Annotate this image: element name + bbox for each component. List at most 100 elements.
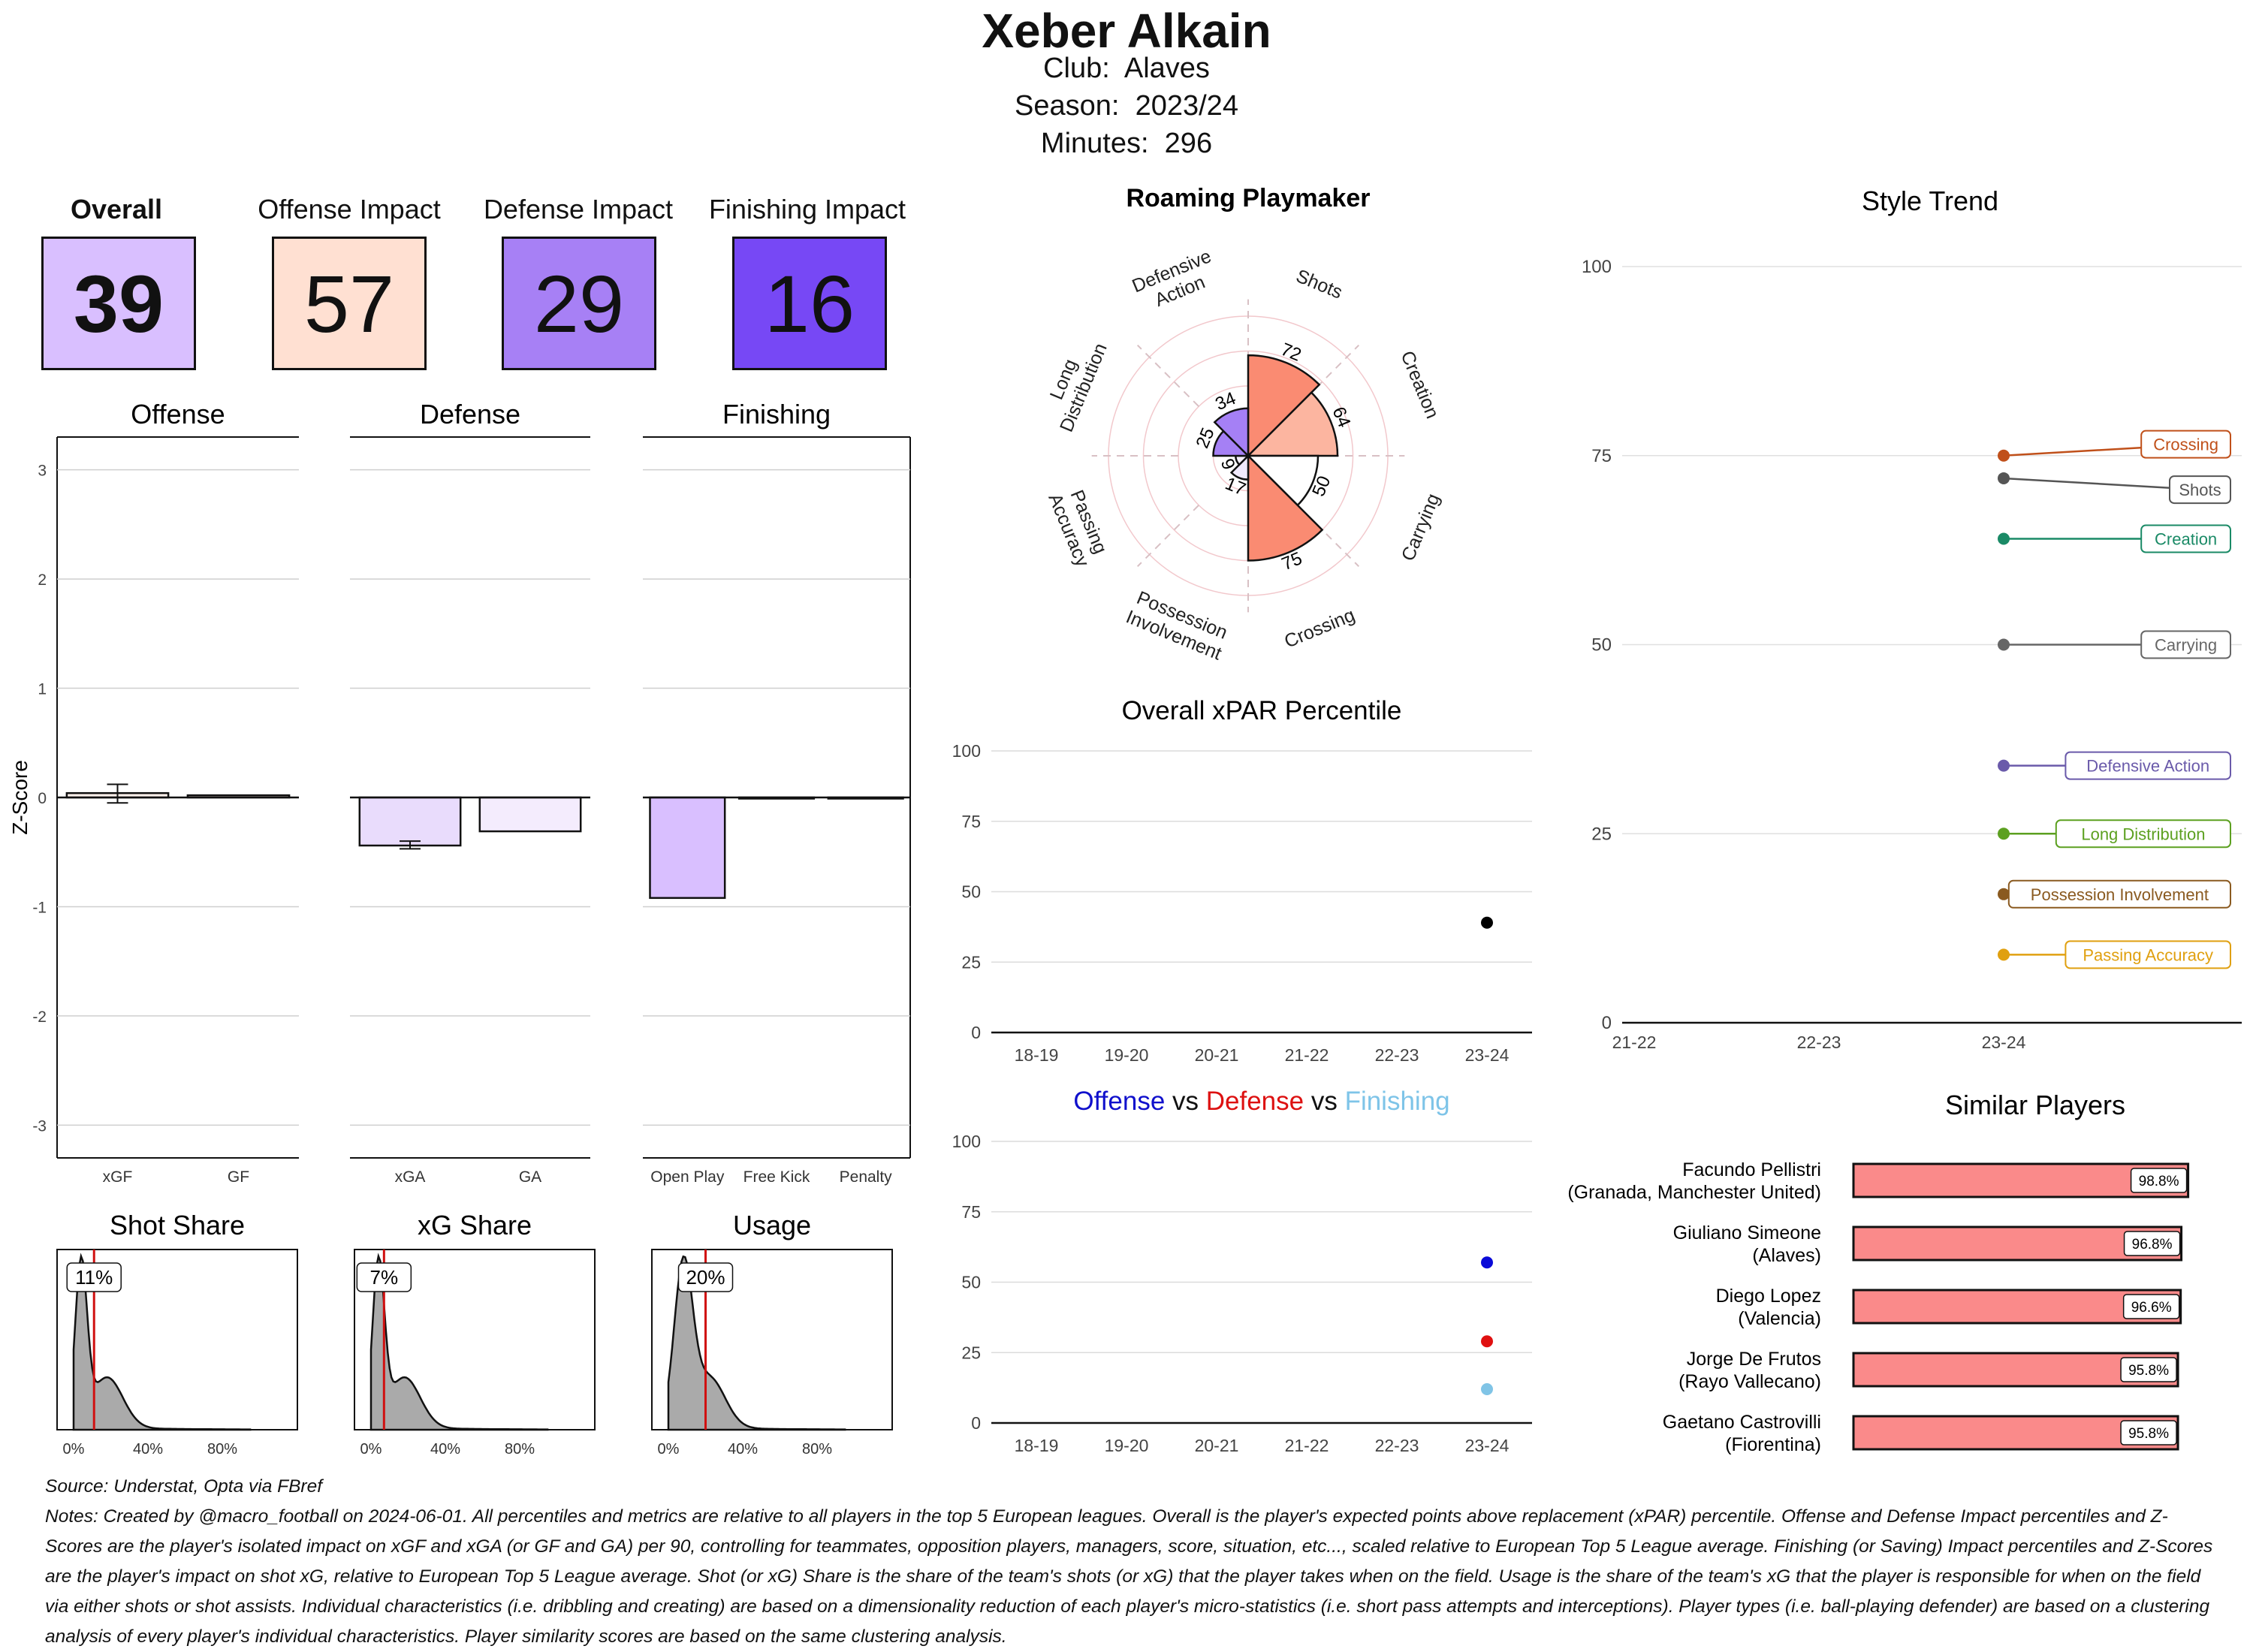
style-trend-title: Style Trend (1862, 185, 1998, 216)
season-xtick: 20-21 (1195, 1436, 1239, 1455)
distribution-xtick: 80% (505, 1441, 535, 1458)
season-label: Season: (1015, 90, 1120, 122)
similar-player-name: Diego Lopez (1716, 1286, 1821, 1307)
radar-category-label: PassingAccuracy (1044, 482, 1113, 570)
radar-category-label: DefensiveAction (1129, 246, 1222, 317)
similar-player-club: (Granada, Manchester United) (1567, 1182, 1821, 1203)
similar-player-name: Gaetano Castrovilli (1663, 1412, 1821, 1433)
style-series-label: Creation (2155, 530, 2217, 549)
style-series-label: Passing Accuracy (2083, 945, 2213, 964)
zscore-bar (649, 796, 726, 900)
similar-player-club: (Alaves) (1752, 1245, 1821, 1266)
style-ytick: 100 (1582, 257, 1612, 277)
distribution-xtick: 40% (133, 1441, 163, 1458)
zscore-ytick: 3 (38, 463, 47, 480)
similar-score-label: 95.8% (2128, 1426, 2169, 1442)
season-xtick: 18-19 (1015, 1045, 1059, 1065)
club-value: Alaves (1123, 53, 1210, 84)
season-ytick: 75 (961, 1202, 981, 1222)
club-line: Club: Alaves (0, 53, 2253, 85)
xpar-title: Overall xPAR Percentile (1122, 696, 1402, 725)
similar-player-club: (Valencia) (1738, 1308, 1821, 1329)
distribution-title: Usage (733, 1210, 811, 1241)
distribution-xtick: 0% (360, 1441, 382, 1458)
style-series-line (2003, 477, 2201, 491)
season-ytick: 50 (961, 1273, 981, 1292)
zscore-ytick: -2 (32, 1008, 47, 1026)
zscore-bar (358, 796, 462, 847)
similar-player-club: (Rayo Vallecano) (1678, 1371, 1821, 1392)
season-xtick: 22-23 (1375, 1436, 1419, 1455)
minutes-label: Minutes: (1040, 128, 1149, 159)
zscore-ytick: 1 (38, 681, 47, 698)
style-label-box (2140, 630, 2232, 659)
zscore-panel-title: Offense (131, 399, 225, 430)
tile-value-overall: 39 (41, 237, 196, 370)
radar-category-label: Carrying (1398, 490, 1444, 564)
season-ytick: 25 (961, 1343, 981, 1362)
similar-score-label: 95.8% (2128, 1363, 2169, 1379)
season-xtick: 19-20 (1105, 1045, 1149, 1065)
style-series-label: Crossing (2153, 436, 2218, 454)
similar-player-name: Jorge De Frutos (1687, 1349, 1821, 1370)
season-xtick: 21-22 (1285, 1045, 1329, 1065)
season-value: 2023/24 (1135, 90, 1238, 122)
style-label-box (2064, 940, 2232, 969)
similar-score-label: 96.8% (2132, 1237, 2173, 1253)
distribution-density (72, 1253, 252, 1431)
zscore-ytick: 0 (38, 790, 47, 807)
style-series-label: Long Distribution (2081, 824, 2205, 843)
tile-label-finishing-impact: Finishing Impact (708, 194, 906, 225)
zscore-xtick: GF (228, 1168, 249, 1186)
distribution-title: Shot Share (110, 1210, 245, 1241)
notes-text: Notes: Created by @macro_football on 202… (45, 1506, 2213, 1647)
style-xtick: 21-22 (1612, 1032, 1657, 1052)
style-label-box (2140, 430, 2232, 459)
style-series-label: Possession Involvement (2031, 885, 2209, 904)
zscore-ytick: -3 (32, 1117, 47, 1135)
style-series-label: Defensive Action (2086, 757, 2209, 776)
tile-label-offense-impact: Offense Impact (258, 194, 441, 225)
style-ytick: 0 (1602, 1013, 1612, 1033)
style-series-point (1998, 828, 2010, 840)
radar-title: Roaming Playmaker (1126, 184, 1370, 213)
season-ytick: 25 (961, 952, 981, 972)
season-ytick: 0 (971, 1023, 981, 1042)
club-label: Club: (1043, 53, 1110, 84)
distribution-value-label: 7% (370, 1266, 399, 1289)
radar-spoke (1136, 505, 1199, 568)
season-xtick: 19-20 (1105, 1436, 1149, 1455)
radar-wedge (1245, 454, 1320, 507)
share-distribution-charts: Shot Share 11% 0% 40% 80% xG Share 7% 0% 40% 80% U… (56, 1210, 893, 1458)
similar-players-chart: Similar Players Facundo Pellistri(Granada… (1567, 1090, 2190, 1455)
similar-score-box (2130, 1168, 2188, 1193)
style-ytick: 25 (1591, 824, 1612, 844)
distribution-value-label: 20% (686, 1266, 725, 1289)
style-series-point (1998, 449, 2010, 462)
minutes-value: 296 (1164, 128, 1213, 159)
distribution-xtick: 0% (658, 1441, 680, 1458)
season-point (1481, 1256, 1493, 1269)
season-xtick: 23-24 (1465, 1045, 1510, 1065)
style-series-point (1998, 759, 2010, 772)
season-ytick: 100 (952, 1132, 981, 1151)
player-name: Xeber Alkain (982, 4, 1271, 58)
distribution-xtick: 40% (728, 1441, 758, 1458)
tile-value-finishing-impact: 16 (732, 237, 887, 370)
zscore-xtick: Penalty (840, 1168, 893, 1186)
radar-wedge (1229, 453, 1250, 481)
zscore-ytick: 2 (38, 571, 47, 589)
zscore-xtick: Free Kick (743, 1168, 810, 1186)
tile-label-defense-impact: Defense Impact (483, 194, 674, 225)
season-ytick: 100 (952, 741, 981, 761)
distribution-xtick: 80% (802, 1441, 832, 1458)
style-series-label: Carrying (2155, 636, 2217, 655)
footer-notes: Source: Understat, Opta via FBref Notes:… (45, 1472, 2223, 1652)
zscore-xtick: xGF (103, 1168, 133, 1186)
similar-score-box (2123, 1231, 2181, 1256)
season-point (1481, 1383, 1493, 1395)
season-point (1481, 916, 1493, 929)
style-series-point (1998, 888, 2010, 900)
distribution-xtick: 80% (207, 1441, 237, 1458)
